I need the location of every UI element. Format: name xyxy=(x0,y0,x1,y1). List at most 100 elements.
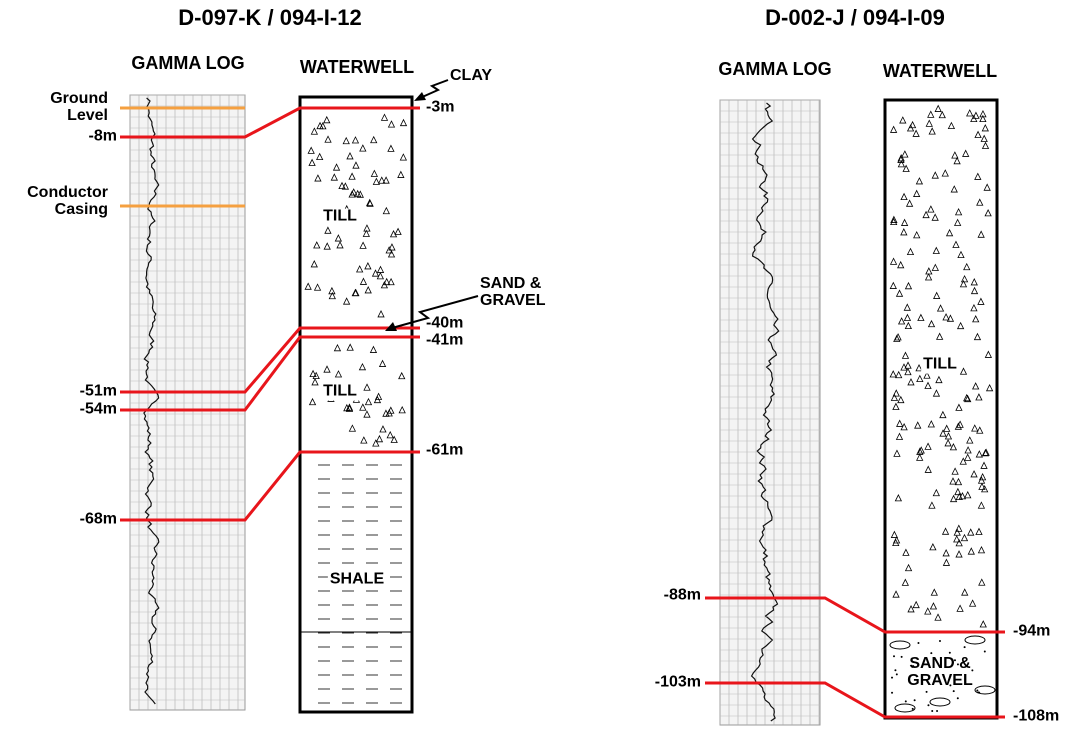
till-symbol xyxy=(962,589,968,595)
till-symbol xyxy=(905,369,911,375)
till-symbol xyxy=(353,162,359,168)
till-symbol xyxy=(900,117,906,123)
till-symbol xyxy=(931,589,937,595)
till-symbol xyxy=(904,315,910,321)
till-symbol xyxy=(331,174,337,180)
till-symbol xyxy=(965,492,971,498)
till-symbol xyxy=(324,117,330,123)
till-symbol xyxy=(933,490,939,496)
till-symbol xyxy=(971,471,977,477)
till-symbol xyxy=(962,276,968,282)
gravel-symbol xyxy=(891,677,893,679)
till-symbol xyxy=(914,232,920,238)
till-symbol xyxy=(977,199,983,205)
till-symbol xyxy=(905,283,911,289)
gamma-log xyxy=(130,95,245,710)
till-symbol xyxy=(978,502,984,508)
till-symbol xyxy=(365,399,371,405)
till-symbol xyxy=(378,267,384,273)
till-symbol xyxy=(978,231,984,237)
till-symbol xyxy=(928,111,934,117)
gravel-symbol xyxy=(891,692,893,694)
gravel-symbol xyxy=(953,690,955,692)
layer-label: SHALE xyxy=(328,572,386,589)
till-symbol xyxy=(973,316,979,322)
layer-label: TILL xyxy=(921,357,959,374)
till-symbol xyxy=(965,454,971,460)
till-symbol xyxy=(383,208,389,214)
gravel-symbol xyxy=(957,697,959,699)
till-symbol xyxy=(943,550,949,556)
till-symbol xyxy=(901,364,907,370)
till-symbol xyxy=(981,462,987,468)
till-symbol xyxy=(965,447,971,453)
till-symbol xyxy=(954,158,960,164)
arrow xyxy=(420,80,448,98)
till-symbol xyxy=(890,371,896,377)
gravel-symbol xyxy=(895,704,915,712)
till-symbol xyxy=(371,137,377,143)
till-symbol xyxy=(895,495,901,501)
till-symbol xyxy=(982,125,988,131)
till-symbol xyxy=(357,266,363,272)
till-symbol xyxy=(311,261,317,267)
till-symbol xyxy=(343,138,349,144)
till-symbol xyxy=(904,304,910,310)
till-symbol xyxy=(901,194,907,200)
till-symbol xyxy=(898,262,904,268)
till-symbol xyxy=(968,529,974,535)
till-symbol xyxy=(944,425,950,431)
depth-label: -54m xyxy=(80,402,117,419)
gravel-symbol xyxy=(926,691,928,693)
till-symbol xyxy=(954,529,960,535)
gravel-symbol xyxy=(964,646,966,648)
till-symbol xyxy=(979,579,985,585)
till-symbol xyxy=(365,263,371,269)
till-symbol xyxy=(972,288,978,294)
till-symbol xyxy=(360,278,366,284)
depth-label: -61m xyxy=(426,443,463,460)
till-symbol xyxy=(932,172,938,178)
depth-label: -68m xyxy=(80,512,117,529)
till-symbol xyxy=(976,451,982,457)
till-symbol xyxy=(365,287,371,293)
till-symbol xyxy=(908,379,914,385)
layer-label: SAND & GRAVEL xyxy=(898,656,982,690)
till-symbol xyxy=(364,411,370,417)
till-symbol xyxy=(932,265,938,271)
annotation: SAND & GRAVEL xyxy=(480,276,550,310)
till-symbol xyxy=(324,243,330,249)
till-symbol xyxy=(932,214,938,220)
till-symbol xyxy=(925,466,931,472)
gravel-symbol xyxy=(917,642,919,644)
till-symbol xyxy=(967,110,973,116)
till-symbol xyxy=(891,394,897,400)
till-symbol xyxy=(401,120,407,126)
till-symbol xyxy=(371,171,377,177)
gamma-log xyxy=(720,100,820,725)
gravel-symbol xyxy=(976,690,978,692)
till-symbol xyxy=(908,606,914,612)
till-symbol xyxy=(978,298,984,304)
till-symbol xyxy=(896,433,902,439)
till-symbol xyxy=(325,136,331,142)
till-symbol xyxy=(967,437,973,443)
well-column xyxy=(300,97,412,712)
till-symbol xyxy=(902,579,908,585)
till-symbol xyxy=(361,437,367,443)
till-symbol xyxy=(312,379,318,385)
till-symbol xyxy=(956,209,962,215)
till-symbol xyxy=(943,528,949,534)
till-symbol xyxy=(975,132,981,138)
gravel-symbol xyxy=(905,700,907,702)
till-symbol xyxy=(360,145,366,151)
till-symbol xyxy=(930,544,936,550)
till-symbol xyxy=(951,186,957,192)
till-symbol xyxy=(398,172,404,178)
till-symbol xyxy=(899,318,905,324)
till-symbol xyxy=(939,112,945,118)
till-symbol xyxy=(891,126,897,132)
till-symbol xyxy=(925,383,931,389)
till-symbol xyxy=(956,404,962,410)
depth-label: -3m xyxy=(426,100,454,117)
